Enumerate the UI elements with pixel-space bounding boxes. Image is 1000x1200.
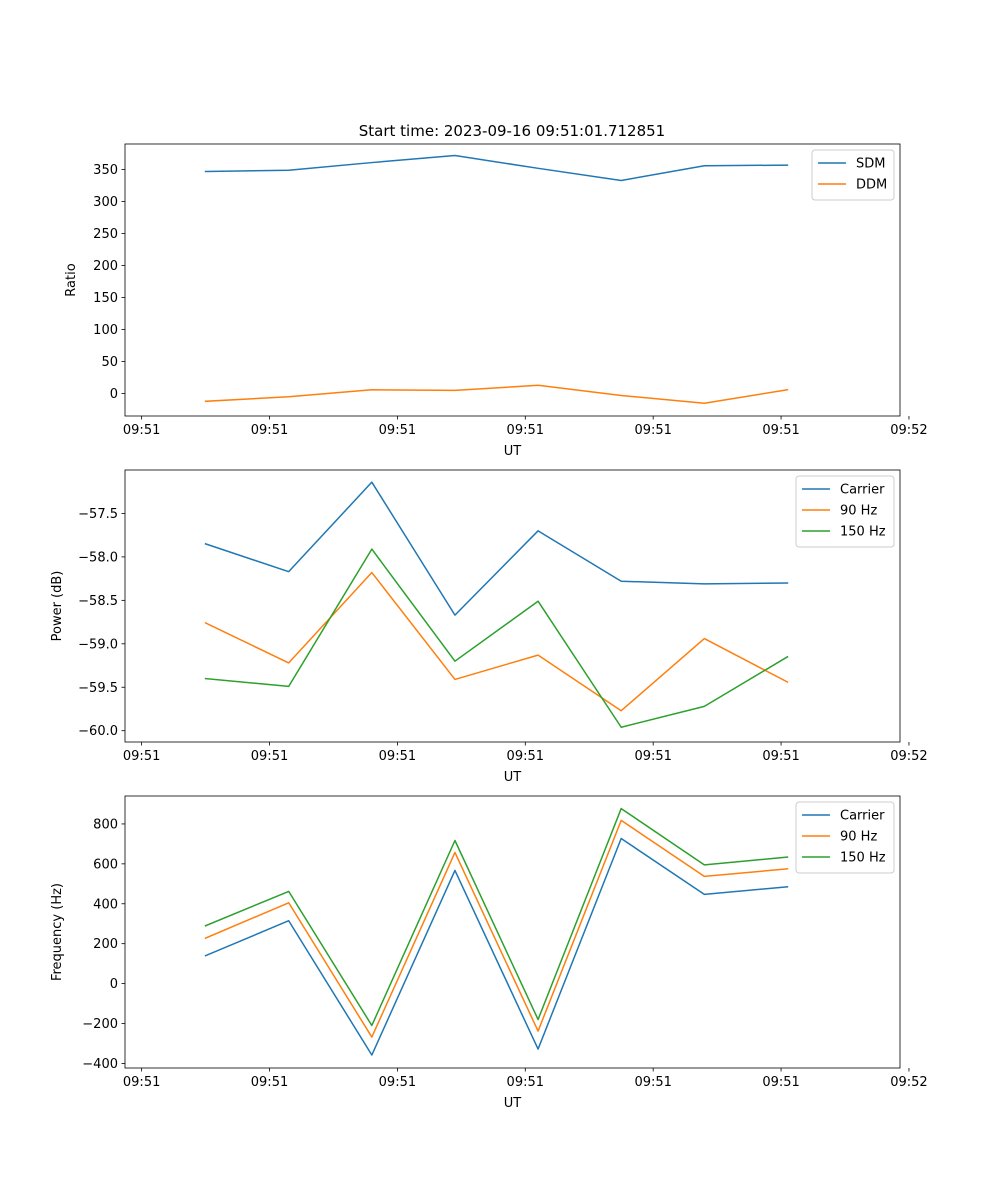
series-line-carrier bbox=[204, 837, 789, 1056]
x-tick-label: 09:51 bbox=[123, 749, 160, 764]
series-line-ddm bbox=[204, 384, 789, 404]
legend: SDM DDM bbox=[811, 149, 895, 201]
x-tick-label: 09:51 bbox=[251, 749, 288, 764]
y-tick-label: 250 bbox=[93, 227, 118, 242]
y-tick-label: 200 bbox=[93, 937, 118, 952]
x-tick-label: 09:51 bbox=[507, 423, 544, 438]
series-line-sdm bbox=[204, 154, 789, 182]
chart-panel-3: 09:51 09:51 09:51 09:51 09:51 09:51 09:52 UT −40… bbox=[50, 795, 928, 1111]
x-tick-label: 09:51 bbox=[507, 1075, 544, 1090]
legend-label: SDM bbox=[856, 157, 885, 172]
axes-frame bbox=[124, 795, 901, 1069]
y-tick-label: −400 bbox=[82, 1057, 118, 1072]
legend-label: DDM bbox=[856, 178, 887, 193]
legend-label: Carrier bbox=[840, 809, 885, 824]
series-line-150-hz bbox=[204, 548, 789, 728]
y-tick-label: −58.0 bbox=[78, 550, 118, 565]
axes-frame bbox=[124, 143, 901, 417]
legend: Carrier 90 Hz 150 Hz bbox=[795, 475, 895, 548]
x-axis-label: UT bbox=[504, 444, 522, 459]
y-tick-label: 50 bbox=[101, 355, 118, 370]
x-tick-label: 09:51 bbox=[379, 749, 416, 764]
x-tick-label: 09:51 bbox=[379, 423, 416, 438]
y-tick-label: −200 bbox=[82, 1017, 118, 1032]
y-tick-label: 350 bbox=[93, 163, 118, 178]
legend: Carrier 90 Hz 150 Hz bbox=[795, 801, 895, 874]
legend-label: 150 Hz bbox=[840, 525, 886, 540]
axes-frame bbox=[124, 469, 901, 743]
series-line-90-hz bbox=[204, 571, 789, 712]
y-tick-label: −59.5 bbox=[78, 681, 118, 696]
y-tick-label: 100 bbox=[93, 323, 118, 338]
x-axis-label: UT bbox=[504, 1096, 522, 1111]
chart-panel-1: 09:51 09:51 09:51 09:51 09:51 09:51 09:52 UT 0 50… bbox=[64, 143, 928, 459]
y-axis-label: Frequency (Hz) bbox=[50, 883, 65, 981]
x-tick-label: 09:51 bbox=[251, 423, 288, 438]
x-tick-label: 09:52 bbox=[890, 1075, 927, 1090]
y-axis-label: Ratio bbox=[64, 263, 79, 296]
y-tick-label: 600 bbox=[93, 857, 118, 872]
legend-label: 90 Hz bbox=[840, 830, 877, 845]
y-tick-label: 800 bbox=[93, 817, 118, 832]
x-tick-label: 09:51 bbox=[634, 1075, 671, 1090]
legend-label: 150 Hz bbox=[840, 851, 886, 866]
x-tick-label: 09:51 bbox=[762, 749, 799, 764]
legend-box bbox=[795, 801, 895, 874]
x-tick-label: 09:51 bbox=[634, 749, 671, 764]
y-tick-label: 0 bbox=[110, 977, 118, 992]
x-tick-label: 09:51 bbox=[507, 749, 544, 764]
y-tick-label: 300 bbox=[93, 195, 118, 210]
x-tick-label: 09:51 bbox=[762, 1075, 799, 1090]
legend-label: 90 Hz bbox=[840, 504, 877, 519]
y-tick-label: −59.0 bbox=[78, 637, 118, 652]
y-tick-label: −57.5 bbox=[78, 507, 118, 522]
x-tick-label: 09:51 bbox=[379, 1075, 416, 1090]
series-line-carrier bbox=[204, 481, 789, 616]
x-tick-label: 09:51 bbox=[123, 423, 160, 438]
x-tick-label: 09:51 bbox=[762, 423, 799, 438]
legend-label: Carrier bbox=[840, 483, 885, 498]
x-tick-label: 09:52 bbox=[890, 423, 927, 438]
x-axis-label: UT bbox=[504, 770, 522, 785]
y-tick-label: 0 bbox=[110, 387, 118, 402]
x-tick-label: 09:51 bbox=[123, 1075, 160, 1090]
series-line-150-hz bbox=[204, 807, 789, 1027]
y-tick-label: 200 bbox=[93, 259, 118, 274]
series-line-90-hz bbox=[204, 819, 789, 1038]
y-axis-label: Power (dB) bbox=[50, 571, 65, 642]
x-tick-label: 09:52 bbox=[890, 749, 927, 764]
legend-box bbox=[795, 475, 895, 548]
chart-panel-2: 09:51 09:51 09:51 09:51 09:51 09:51 09:52 UT −60… bbox=[50, 469, 928, 785]
y-tick-label: −60.0 bbox=[78, 724, 118, 739]
y-tick-label: 150 bbox=[93, 291, 118, 306]
y-tick-label: 400 bbox=[93, 897, 118, 912]
y-tick-label: −58.5 bbox=[78, 594, 118, 609]
x-tick-label: 09:51 bbox=[634, 423, 671, 438]
x-tick-label: 09:51 bbox=[251, 1075, 288, 1090]
figure-title: Start time: 2023-09-16 09:51:01.712851 bbox=[359, 122, 665, 140]
